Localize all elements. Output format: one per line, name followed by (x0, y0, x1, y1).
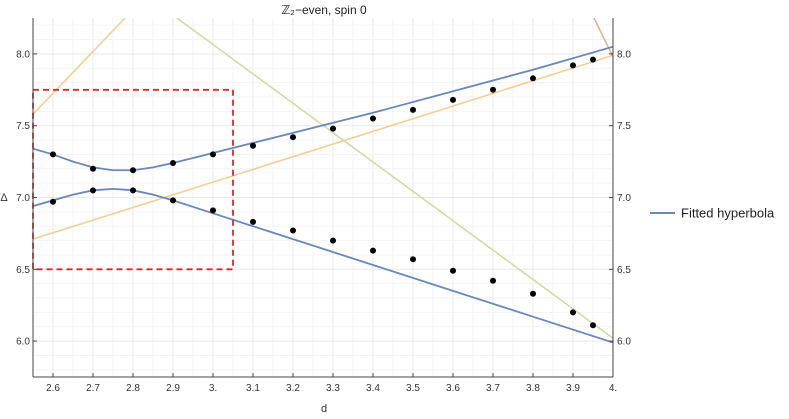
asymptote-line (593, 18, 613, 58)
y-tick-label-right: 8.0 (617, 49, 631, 60)
data-point-lower (130, 187, 136, 194)
data-point-lower (490, 277, 496, 284)
data-point-lower (570, 309, 576, 316)
y-axis-label: Δ (0, 192, 8, 204)
data-point-upper (90, 165, 96, 172)
data-point-lower (370, 247, 376, 254)
data-point-lower (410, 256, 416, 263)
data-point-lower (90, 187, 96, 194)
x-axis-label: d (321, 403, 327, 415)
data-point-lower (50, 198, 56, 205)
x-tick-label: 3.1 (246, 383, 260, 394)
data-point-lower (330, 237, 336, 244)
legend-label: Fitted hyperbola (681, 206, 775, 221)
plot-frame (32, 18, 614, 378)
y-tick-label-left: 8.0 (16, 49, 30, 60)
fitted-curve-upper (33, 45, 613, 172)
y-tick-label-left: 7.5 (16, 121, 30, 132)
y-tick-label-left: 6.5 (16, 265, 30, 276)
x-tick-label: 2.6 (46, 383, 60, 394)
data-point-upper (450, 96, 456, 103)
data-point-lower (250, 218, 256, 225)
data-point-lower (590, 322, 596, 329)
tick-labels: 2.6 2.7 2.8 2.9 3. 3.1 3.2 3.3 3.4 3.5 3.6 3.7 3.8 3.… (16, 49, 631, 394)
data-point-lower (530, 290, 536, 297)
y-tick-label-right: 7.0 (617, 193, 631, 204)
data-point-upper (290, 134, 296, 141)
data-point-lower (170, 197, 176, 204)
x-tick-label: 3.9 (566, 383, 580, 394)
data-point-upper (250, 142, 256, 149)
x-tick-label: 3.8 (526, 383, 540, 394)
data-point-upper (130, 167, 136, 174)
data-point-upper (410, 106, 416, 113)
data-point-lower (290, 227, 296, 234)
asymptote-lines (33, 18, 613, 339)
highlight-box-rect (32, 88, 234, 271)
data-point-upper (330, 125, 336, 132)
x-tick-label: 4. (609, 383, 617, 394)
y-tick-label-right: 6.5 (617, 265, 631, 276)
x-tick-label: 3. (209, 383, 217, 394)
data-point-lower (210, 207, 216, 214)
grid (32, 18, 614, 377)
data-point-lower (450, 267, 456, 274)
asymptote-line (33, 18, 127, 115)
highlight-box (32, 88, 234, 271)
y-tick-label-left: 7.0 (16, 193, 30, 204)
legend: Fitted hyperbola (650, 206, 775, 221)
x-tick-label: 2.9 (166, 383, 180, 394)
x-tick-label: 3.6 (446, 383, 460, 394)
y-tick-label-right: 6.0 (617, 337, 631, 348)
chart-title: ℤ₂−even, spin 0 (281, 3, 367, 17)
data-point-upper (210, 151, 216, 158)
asymptote-line (33, 54, 613, 240)
data-point-upper (490, 86, 496, 93)
data-point-upper (170, 160, 176, 167)
data-point-upper (590, 56, 596, 63)
x-tick-label: 2.8 (126, 383, 140, 394)
data-point-upper (570, 62, 576, 69)
data-point-upper (50, 151, 56, 158)
data-point-upper (370, 115, 376, 122)
x-tick-label: 3.5 (406, 383, 420, 394)
x-tick-label: 3.4 (366, 383, 380, 394)
x-tick-label: 3.3 (326, 383, 340, 394)
y-tick-label-left: 6.0 (16, 337, 30, 348)
x-tick-label: 3.7 (486, 383, 500, 394)
asymptote-line (175, 18, 613, 339)
data-points (50, 56, 596, 329)
x-tick-label: 2.7 (86, 383, 100, 394)
x-tick-label: 3.2 (286, 383, 300, 394)
y-tick-label-right: 7.5 (617, 121, 631, 132)
data-point-upper (530, 75, 536, 82)
